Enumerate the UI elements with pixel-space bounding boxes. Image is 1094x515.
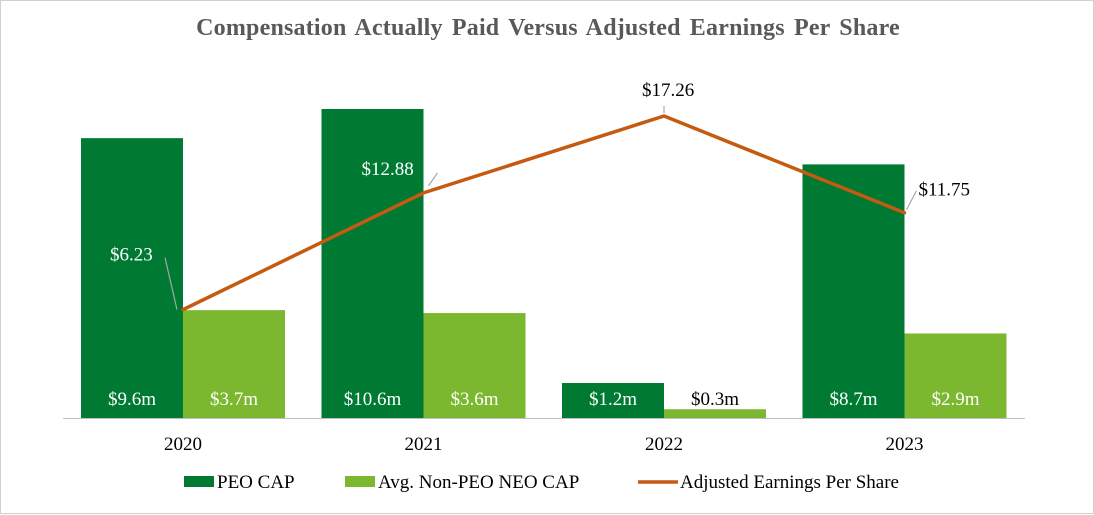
eps-leader-line [905,190,918,211]
bar-avg-non-peo-neo-cap-2022 [664,409,766,418]
axis-layer: 2020 2021 2022 2023 [63,418,1025,455]
bar-peo-cap-2022 [562,383,664,418]
bar-value-label: $8.7m [829,389,877,410]
bar-value-label: $0.3m [691,389,739,410]
eps-value-label: $11.75 [919,180,971,201]
eps-point-2023 [903,211,906,215]
eps-value-label: $12.88 [362,159,414,180]
bar-value-label: $3.6m [450,389,498,410]
legend-swatch [184,476,214,487]
bars-layer [81,109,1007,418]
legend-item: PEO CAP [184,472,295,493]
legend-swatch [345,476,375,487]
bar-value-label: $9.6m [108,389,156,410]
bar-avg-non-peo-neo-cap-2021 [423,313,526,418]
eps-value-label: $6.23 [110,245,153,266]
bar-value-label: $2.9m [931,389,979,410]
eps-point-2020 [181,308,185,312]
bar-peo-cap-2020 [81,138,183,418]
bar-peo-cap-2021 [321,109,424,418]
legend-label: Adjusted Earnings Per Share [680,472,899,493]
eps-line [181,114,907,312]
bar-value-label: $10.6m [344,389,402,410]
legend-label: PEO CAP [217,472,295,493]
legend: PEO CAP Avg. Non-PEO NEO CAP Adjusted Earn… [184,472,899,493]
x-tick-label: 2020 [164,434,202,455]
bar-avg-non-peo-neo-cap-2020 [183,310,285,418]
bar-value-label: $3.7m [210,389,258,410]
eps-leader-line [164,257,178,310]
legend-item: Avg. Non-PEO NEO CAP [345,472,579,493]
data-labels-layer: $9.6m $3.7m $10.6m $3.6m $1.2m $0.3m $8.7m $2.9… [108,80,980,410]
eps-point-2021 [422,191,425,195]
bar-peo-cap-2023 [802,164,905,418]
x-tick-label: 2022 [645,434,683,455]
chart-title: Compensation Actually Paid Versus Adjust… [196,15,900,41]
bar-avg-non-peo-neo-cap-2023 [904,333,1007,418]
x-tick-label: 2023 [886,434,924,455]
eps-value-label: $17.26 [642,80,694,101]
legend-label: Avg. Non-PEO NEO CAP [378,472,579,493]
eps-leader-line [428,172,438,187]
legend-item: Adjusted Earnings Per Share [638,472,899,493]
bar-value-label: $1.2m [589,389,637,410]
eps-line-layer [181,114,907,312]
eps-point-2022 [662,114,666,118]
x-tick-label: 2021 [405,434,443,455]
